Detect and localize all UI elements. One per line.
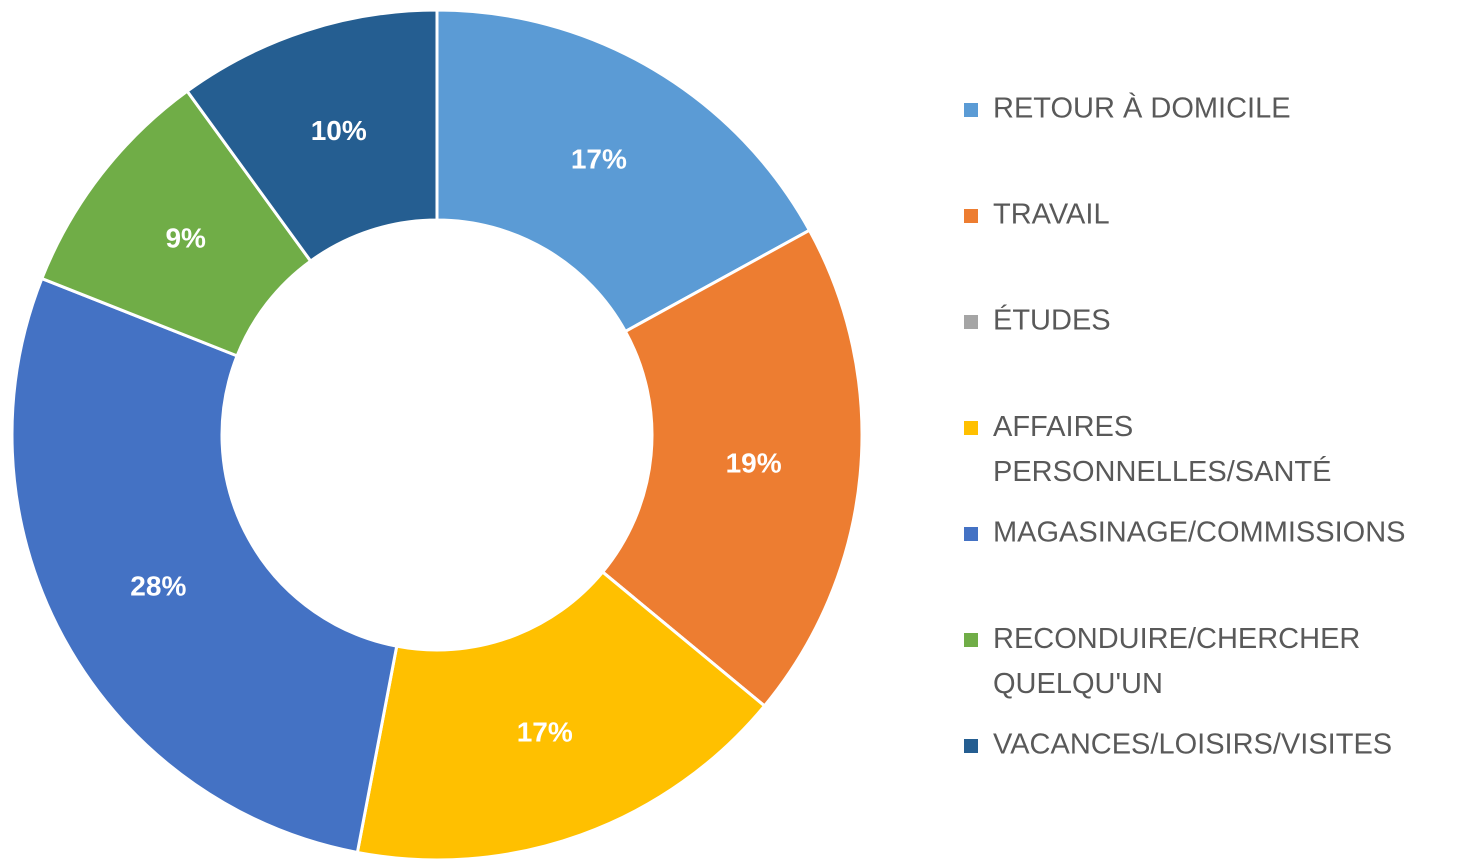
- legend-label: AFFAIRES PERSONNELLES/SANTÉ: [993, 411, 1331, 488]
- legend-line: RECONDUIRE/CHERCHER: [993, 623, 1360, 655]
- legend-label: VACANCES/LOISIRS/VISITES: [993, 729, 1392, 761]
- data-label: 17%: [517, 717, 573, 748]
- legend-line: PERSONNELLES/SANTÉ: [993, 455, 1331, 488]
- legend-label: TRAVAIL: [993, 199, 1110, 231]
- legend-line: AFFAIRES: [993, 411, 1133, 443]
- legend-swatch: [964, 633, 978, 647]
- legend-label: RETOUR À DOMICILE: [993, 92, 1291, 125]
- legend-swatch: [964, 739, 978, 753]
- legend-swatch: [964, 103, 978, 117]
- legend-swatch: [964, 315, 978, 329]
- legend-label: RECONDUIRE/CHERCHER QUELQU'UN: [993, 623, 1360, 700]
- donut-slice: [185, 8, 439, 264]
- legend-line: QUELQU'UN: [993, 668, 1163, 700]
- donut-slice: [10, 276, 399, 855]
- legend-swatch: [964, 421, 978, 435]
- donut-slice: [600, 228, 864, 709]
- data-label: 17%: [571, 144, 627, 175]
- data-label: 10%: [311, 115, 367, 146]
- data-label: 9%: [165, 222, 206, 253]
- legend-swatch: [964, 527, 978, 541]
- donut-slice: [435, 8, 812, 334]
- data-label: 19%: [726, 447, 782, 478]
- legend-label: ÉTUDES: [993, 304, 1111, 337]
- legend-swatch: [964, 209, 978, 223]
- data-label: 28%: [130, 571, 186, 602]
- donut-slice: [355, 569, 767, 860]
- legend-label: MAGASINAGE/COMMISSIONS: [993, 517, 1406, 549]
